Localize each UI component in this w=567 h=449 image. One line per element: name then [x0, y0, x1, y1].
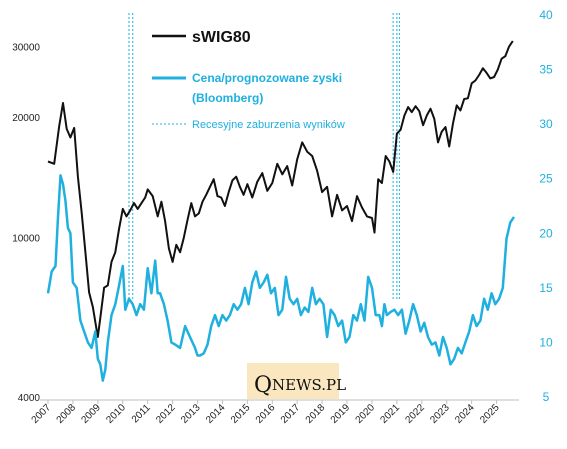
right-tick-label: 40 [539, 8, 553, 22]
left-tick-label: 30000 [12, 43, 40, 54]
x-axis: 2007 2008 2009 2010 2011 2012 2013 2014 2015 2016… [30, 399, 519, 426]
recession-markers [128, 13, 400, 300]
x-tick-label: 2022 [403, 402, 427, 426]
right-tick-label: 20 [539, 226, 553, 240]
legend-pe-label-line2: (Bloomberg) [192, 91, 263, 105]
x-tick-label: 2025 [478, 402, 502, 426]
legend: sWIG80 Cena/prognozowane zyski (Bloomber… [152, 29, 345, 131]
x-tick-label: 2015 [229, 402, 253, 426]
right-tick-label: 35 [539, 63, 553, 77]
x-tick-label: 2008 [55, 402, 79, 426]
swig80-series-line [47, 40, 514, 338]
x-tick-label: 2018 [304, 402, 328, 426]
x-tick-label: 2024 [453, 402, 477, 426]
x-tick-label: 2016 [254, 402, 278, 426]
x-tick-label: 2010 [104, 402, 128, 426]
x-tick-label: 2013 [179, 402, 203, 426]
x-tick-label: 2019 [329, 402, 353, 426]
left-tick-label: 4000 [18, 393, 41, 404]
right-tick-label: 15 [539, 281, 553, 295]
x-tick-label: 2021 [378, 402, 402, 426]
logo-q: Q [254, 373, 272, 398]
x-tick-label: 2017 [279, 402, 303, 426]
logo-text: NEWS.PL [272, 376, 346, 394]
legend-swig80-label: sWIG80 [192, 29, 251, 46]
left-tick-label: 10000 [12, 234, 40, 245]
legend-pe-label: Cena/prognozowane zyski [192, 71, 342, 85]
legend-recession-label: Recesyjne zaburzenia wyników [192, 119, 345, 131]
x-tick-label: 2023 [428, 402, 452, 426]
pe-ratio-series-line [46, 174, 516, 382]
series-layer [46, 40, 516, 382]
x-tick-label: 2011 [130, 402, 153, 425]
left-tick-label: 20000 [12, 113, 40, 124]
right-tick-label: 25 [539, 172, 553, 186]
x-tick-label: 2009 [79, 402, 103, 426]
x-tick-label: 2007 [30, 402, 54, 426]
x-tick-label: 2012 [154, 402, 178, 426]
logo-background [247, 363, 339, 399]
qnews-logo: Q NEWS.PL [247, 363, 346, 399]
right-axis-tick-labels: 40 35 30 25 20 15 10 5 [539, 8, 553, 404]
left-axis-tick-labels: 30000 20000 10000 4000 [12, 43, 40, 404]
right-tick-label: 5 [543, 390, 550, 404]
x-tick-label: 2020 [354, 402, 378, 426]
x-tick-label: 2014 [204, 402, 228, 426]
right-tick-label: 30 [539, 117, 553, 131]
right-tick-label: 10 [539, 335, 553, 349]
